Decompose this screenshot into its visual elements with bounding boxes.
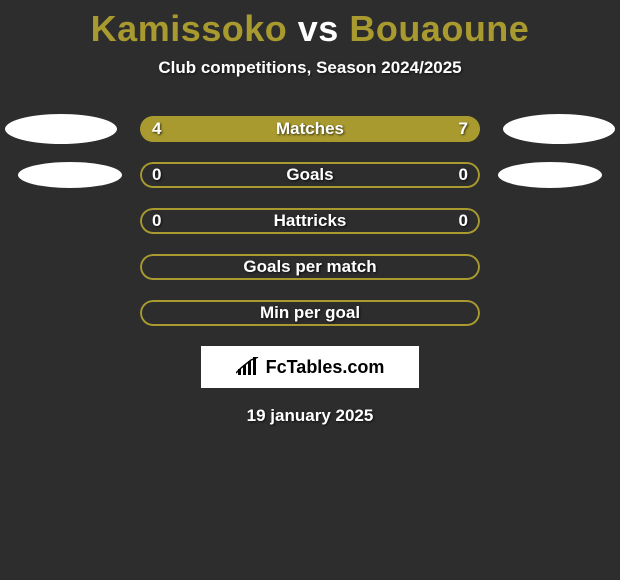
avatar-placeholder-right	[498, 162, 602, 188]
subtitle: Club competitions, Season 2024/2025	[0, 58, 620, 78]
stat-bar: Matches	[140, 116, 480, 142]
stat-row: Goals0 0	[0, 162, 620, 188]
comparison-title: Kamissoko vs Bouaoune	[0, 0, 620, 50]
bar-outline	[140, 254, 480, 280]
stat-value-right: 0	[459, 211, 468, 231]
stat-row: Matches4 7	[0, 116, 620, 142]
stat-bar: Goals per match	[140, 254, 480, 280]
player2-name: Bouaoune	[349, 8, 529, 49]
logo-text: FcTables.com	[266, 357, 385, 378]
avatar-placeholder-left	[5, 114, 117, 144]
stat-value-left: 4	[152, 119, 161, 139]
avatar-placeholder-right	[503, 114, 615, 144]
stat-value-left: 0	[152, 165, 161, 185]
stat-value-right: 0	[459, 165, 468, 185]
bar-outline	[140, 300, 480, 326]
stat-row: Hattricks0 0	[0, 208, 620, 234]
player1-name: Kamissoko	[91, 8, 288, 49]
bar-outline	[140, 208, 480, 234]
stat-value-right: 7	[459, 119, 468, 139]
stat-bar: Hattricks	[140, 208, 480, 234]
bar-outline	[140, 116, 480, 142]
stat-rows-container: Matches47Goals00Hattricks00Goals per mat…	[0, 116, 620, 326]
bar-outline	[140, 162, 480, 188]
vs-separator: vs	[298, 8, 339, 49]
stat-value-left: 0	[152, 211, 161, 231]
date-label: 19 january 2025	[0, 406, 620, 426]
stat-bar: Min per goal	[140, 300, 480, 326]
avatar-placeholder-left	[18, 162, 122, 188]
bar-chart-icon	[236, 357, 262, 377]
logo-box: FcTables.com	[201, 346, 419, 388]
stat-row: Min per goal	[0, 300, 620, 326]
stat-bar: Goals	[140, 162, 480, 188]
stat-row: Goals per match	[0, 254, 620, 280]
